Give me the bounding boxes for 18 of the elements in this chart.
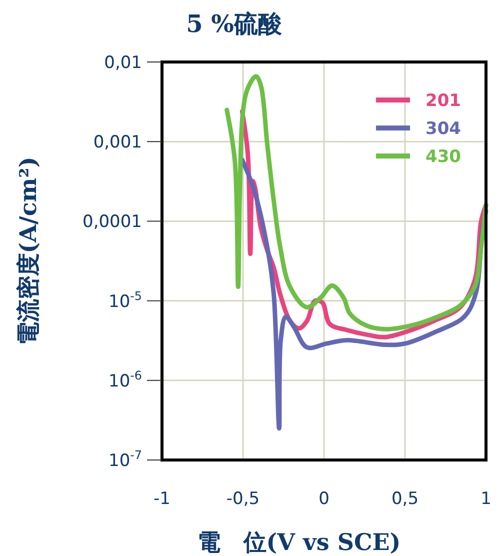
- y-tick-label: 0,01: [104, 53, 142, 73]
- legend-label: 304: [426, 119, 462, 139]
- x-tick-label: -1: [154, 489, 170, 509]
- y-tick-label: 10$^{-6}$: [108, 368, 142, 392]
- y-tick-label: 10$^{-5}$: [108, 288, 142, 312]
- legend-label: 430: [426, 147, 462, 167]
- x-tick-label: 1: [480, 489, 492, 509]
- y-axis-title: 電流密度(A/cm²): [15, 156, 42, 346]
- x-tick-label: 0: [318, 489, 330, 509]
- chart-title: 5 %硫酸: [186, 9, 283, 38]
- y-tick-label: 10$^{-7}$: [108, 448, 142, 471]
- y-tick-label: 0,001: [93, 132, 142, 153]
- x-tick-label: -0,5: [226, 489, 260, 509]
- legend-label: 201: [426, 91, 461, 111]
- line-series: [224, 74, 488, 332]
- x-tick-label: 0,5: [391, 489, 419, 509]
- y-tick-label: 0,0001: [82, 212, 142, 232]
- x-axis-title: 電 位(V vs SCE): [197, 529, 401, 556]
